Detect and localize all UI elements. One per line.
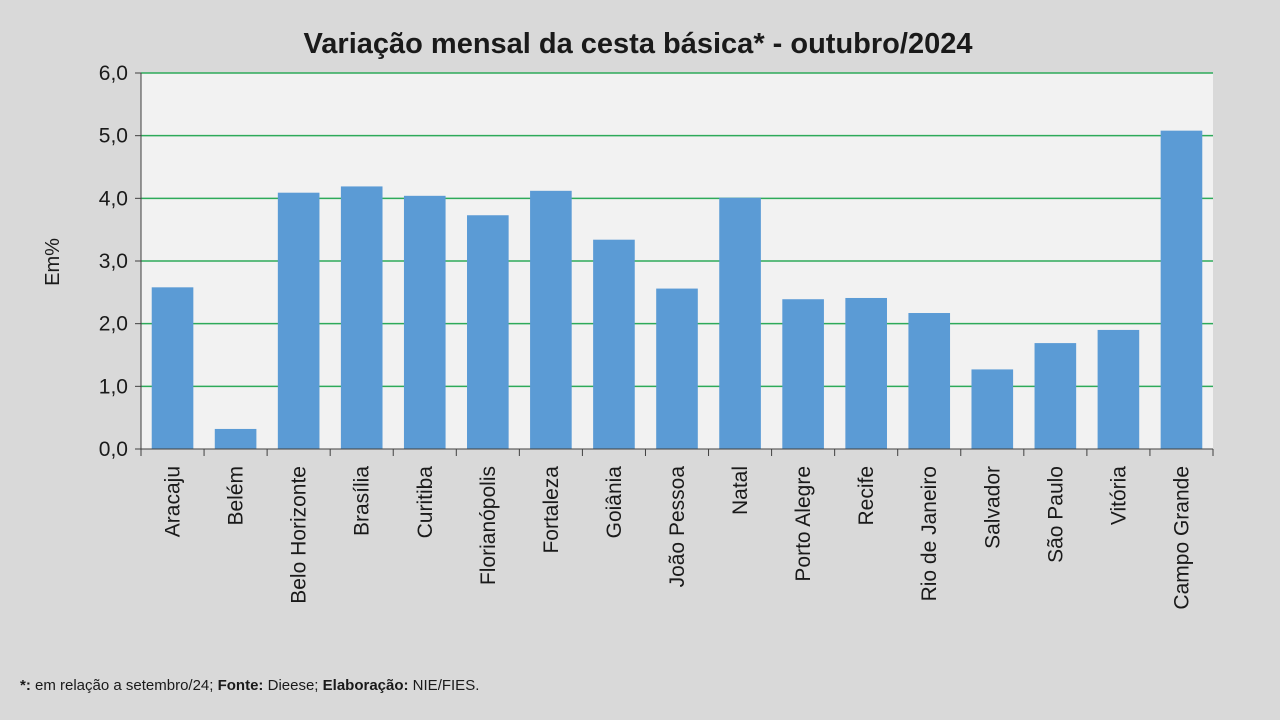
x-tick-label: Recife (855, 466, 878, 526)
x-tick-labels: Aracaju Belém Belo Horizonte Brasília Curiti… (162, 466, 1194, 610)
x-tick-label: Belo Horizonte (288, 466, 311, 604)
x-tick-label: Brasília (351, 466, 374, 536)
footnote-marker: *: (20, 677, 31, 694)
bar (151, 287, 194, 449)
x-tick-label: Rio de Janeiro (918, 466, 941, 601)
bar (467, 215, 509, 449)
x-tick-label: Belém (225, 466, 248, 526)
x-tick-label: Campo Grande (1170, 466, 1193, 610)
x-tick-label: Florianópolis (477, 466, 500, 585)
bar (1034, 343, 1077, 449)
y-axis-label: Em% (42, 238, 64, 286)
bar (656, 288, 698, 449)
bar (719, 197, 761, 449)
footnote-source-value: Dieese; (263, 677, 319, 694)
bars (151, 130, 1203, 450)
bar (530, 190, 572, 449)
bar (782, 299, 824, 449)
y-tick-label: 4,0 (99, 187, 128, 210)
bar (1097, 329, 1140, 449)
y-tick-label: 5,0 (99, 125, 128, 148)
bar (403, 195, 446, 449)
bar (593, 239, 635, 449)
bar (1160, 130, 1203, 450)
y-tick-label: 1,0 (99, 375, 128, 398)
footnote-source-label: Fonte: (217, 677, 264, 694)
x-tick-label: Goiânia (603, 466, 626, 539)
chart-title: Variação mensal da cesta básica* - outub… (304, 28, 973, 60)
x-tick-label: Porto Alegre (792, 466, 815, 582)
footnote: *: em relação a setembro/24; Fonte: Diee… (20, 677, 479, 694)
x-tick-label: São Paulo (1044, 466, 1067, 563)
x-tick-label: Aracaju (162, 466, 185, 537)
y-tick-label: 0,0 (99, 438, 128, 461)
axes (135, 72, 1214, 456)
y-tick-label: 6,0 (99, 62, 128, 85)
x-tick-label: João Pessoa (666, 466, 689, 588)
bar (340, 186, 383, 449)
x-tick-label: Salvador (981, 466, 1004, 549)
footnote-text: em relação a setembro/24; (30, 677, 214, 694)
bar (277, 192, 320, 449)
y-tick-label: 3,0 (99, 250, 128, 273)
footnote-elaboration-label: Elaboração: (322, 677, 409, 694)
y-tick-label: 2,0 (99, 313, 128, 336)
bar (845, 297, 887, 449)
x-tick-label: Curitiba (414, 466, 437, 539)
bar (214, 428, 257, 449)
x-tick-label: Natal (729, 466, 752, 515)
bar (971, 369, 1014, 449)
x-tick-label: Vitória (1107, 466, 1130, 525)
bar (908, 313, 951, 449)
y-tick-labels: 0,0 1,0 2,0 3,0 4,0 5,0 6,0 (99, 62, 128, 461)
footnote-elaboration-value: NIE/FIES. (408, 677, 480, 694)
x-tick-label: Fortaleza (540, 466, 563, 554)
